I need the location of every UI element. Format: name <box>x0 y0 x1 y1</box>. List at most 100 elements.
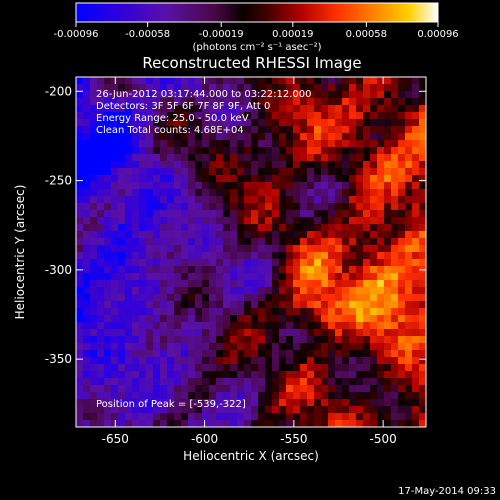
heatmap-cell <box>391 350 399 358</box>
heatmap-cell <box>314 315 322 323</box>
heatmap-cell <box>139 245 147 253</box>
heatmap-cell <box>118 91 126 99</box>
heatmap-cell <box>370 196 378 204</box>
heatmap-cell <box>419 322 426 330</box>
heatmap-cell <box>405 182 413 190</box>
heatmap-cell <box>97 343 105 351</box>
heatmap-cell <box>209 329 217 337</box>
heatmap-cell <box>349 154 357 162</box>
heatmap-cell <box>188 126 196 134</box>
heatmap-cell <box>83 322 91 330</box>
heatmap-cell <box>97 217 105 225</box>
heatmap-cell <box>97 91 105 99</box>
heatmap-cell <box>188 252 196 260</box>
heatmap-cell <box>132 84 140 92</box>
heatmap-cell <box>363 329 371 337</box>
heatmap-cell <box>391 119 399 127</box>
heatmap-cell <box>209 98 217 106</box>
heatmap-cell <box>216 189 224 197</box>
heatmap-cell <box>377 364 385 372</box>
heatmap-cell <box>258 378 266 386</box>
heatmap-cell <box>181 112 189 120</box>
heatmap-cell <box>237 378 245 386</box>
heatmap-cell <box>118 119 126 127</box>
heatmap-cell <box>321 350 329 358</box>
heatmap-cell <box>97 161 105 169</box>
heatmap-cell <box>405 105 413 113</box>
heatmap-cell <box>391 392 399 400</box>
heatmap-cell <box>328 266 336 274</box>
heatmap-cell <box>104 210 112 218</box>
heatmap-cell <box>279 196 287 204</box>
heatmap-cell <box>405 280 413 288</box>
heatmap-cell <box>384 371 392 379</box>
heatmap-cell <box>237 413 245 421</box>
heatmap-cell <box>405 371 413 379</box>
heatmap-cell <box>272 154 280 162</box>
heatmap-cell <box>279 378 287 386</box>
heatmap-cell <box>307 371 315 379</box>
heatmap-cell <box>188 189 196 197</box>
heatmap-cell <box>209 126 217 134</box>
heatmap-cell <box>258 210 266 218</box>
heatmap-cell <box>139 322 147 330</box>
heatmap-cell <box>146 406 154 414</box>
heatmap-cell <box>412 119 420 127</box>
heatmap-cell <box>419 224 426 232</box>
heatmap-cell <box>419 413 426 421</box>
heatmap-cell <box>237 133 245 141</box>
heatmap-cell <box>321 392 329 400</box>
heatmap-cell <box>216 98 224 106</box>
heatmap-cell <box>111 84 119 92</box>
heatmap-cell <box>237 189 245 197</box>
heatmap-cell <box>174 189 182 197</box>
heatmap-cell <box>181 336 189 344</box>
heatmap-cell <box>335 112 343 120</box>
heatmap-cell <box>314 168 322 176</box>
heatmap-cell <box>419 329 426 337</box>
heatmap-cell <box>104 371 112 379</box>
heatmap-cell <box>202 98 210 106</box>
heatmap-cell <box>391 105 399 113</box>
heatmap-cell <box>405 385 413 393</box>
heatmap-cell <box>76 168 84 176</box>
heatmap-cell <box>356 420 364 427</box>
heatmap-cell <box>391 308 399 316</box>
heatmap-cell <box>286 203 294 211</box>
heatmap-cell <box>160 168 168 176</box>
heatmap-cell <box>160 147 168 155</box>
heatmap-cell <box>111 259 119 267</box>
heatmap-cell <box>181 343 189 351</box>
heatmap-cell <box>76 357 84 365</box>
colorbar-tick-label: -0.00019 <box>199 29 244 40</box>
heatmap-cell <box>195 252 203 260</box>
heatmap-cell <box>279 126 287 134</box>
heatmap-cell <box>370 371 378 379</box>
heatmap-cell <box>195 315 203 323</box>
heatmap-cell <box>244 196 252 204</box>
heatmap-cell <box>391 245 399 253</box>
heatmap-cell <box>272 371 280 379</box>
heatmap-cell <box>356 224 364 232</box>
heatmap-cell <box>160 420 168 427</box>
heatmap-cell <box>146 161 154 169</box>
heatmap-cell <box>174 350 182 358</box>
heatmap-cell <box>97 224 105 232</box>
heatmap-cell <box>76 154 84 162</box>
heatmap-cell <box>321 105 329 113</box>
heatmap-cell <box>230 112 238 120</box>
heatmap-cell <box>188 259 196 267</box>
heatmap-cell <box>160 105 168 113</box>
heatmap-cell <box>356 357 364 365</box>
heatmap-cell <box>237 406 245 414</box>
heatmap-cell <box>97 182 105 190</box>
heatmap-cell <box>174 336 182 344</box>
heatmap-cell <box>314 154 322 162</box>
heatmap-cell <box>104 238 112 246</box>
heatmap-cell <box>307 273 315 281</box>
heatmap-cell <box>118 413 126 421</box>
heatmap-cell <box>314 322 322 330</box>
heatmap-cell <box>314 350 322 358</box>
heatmap-cell <box>293 147 301 155</box>
heatmap-cell <box>83 245 91 253</box>
